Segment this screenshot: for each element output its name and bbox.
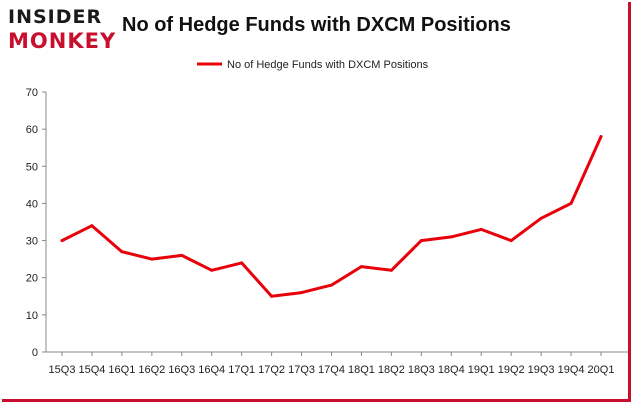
data-point: [479, 227, 483, 231]
chart-frame: [2, 2, 631, 402]
data-point: [120, 250, 124, 254]
y-tick-label: 0: [32, 347, 38, 359]
x-tick-label: 19Q4: [558, 364, 585, 376]
data-point: [419, 239, 423, 243]
data-point: [300, 291, 304, 295]
y-tick-label: 70: [26, 87, 38, 99]
y-tick-label: 60: [26, 124, 38, 136]
x-tick-label: 18Q3: [408, 364, 435, 376]
chart-title: No of Hedge Funds with DXCM Positions: [122, 14, 511, 36]
x-tick-label: 16Q1: [108, 364, 135, 376]
logo-text-top: INSIDER: [8, 6, 103, 28]
legend: No of Hedge Funds with DXCM Positions: [197, 59, 429, 71]
plot-area: [60, 135, 603, 298]
x-tick-label: 18Q1: [348, 364, 375, 376]
x-tick-label: 19Q1: [468, 364, 495, 376]
x-tick-label: 17Q2: [258, 364, 285, 376]
data-point: [539, 216, 543, 220]
x-tick-label: 15Q4: [78, 364, 105, 376]
x-tick-label: 16Q4: [198, 364, 225, 376]
x-tick-label: 15Q3: [49, 364, 76, 376]
data-point: [180, 253, 184, 257]
y-axis: 0 10 20 30 40 50 60 70: [26, 87, 47, 359]
data-point: [330, 283, 333, 287]
x-tick-label: 16Q2: [138, 364, 165, 376]
x-tick-label: 17Q1: [228, 364, 255, 376]
x-tick-label: 19Q3: [528, 364, 555, 376]
x-tick-label: 18Q4: [438, 364, 465, 376]
data-point: [210, 268, 214, 272]
y-tick-label: 40: [26, 198, 38, 210]
y-tick-label: 30: [26, 236, 38, 248]
data-point: [359, 265, 363, 269]
data-point: [599, 135, 603, 139]
x-tick-label: 19Q2: [498, 364, 525, 376]
logo-text-bottom: MONKEY: [8, 29, 117, 53]
y-tick-label: 50: [26, 161, 38, 173]
data-point: [449, 235, 453, 239]
x-tick-label: 17Q3: [288, 364, 315, 376]
insider-monkey-logo: INSIDER MONKEY: [8, 6, 118, 56]
data-point: [270, 294, 274, 298]
data-point: [389, 268, 393, 272]
data-point: [240, 261, 244, 265]
series-line: [60, 135, 603, 298]
y-tick-label: 20: [26, 273, 38, 285]
x-tick-label: 16Q3: [168, 364, 195, 376]
data-point: [90, 224, 94, 228]
x-tick-label: 18Q2: [378, 364, 405, 376]
data-point: [150, 257, 154, 261]
x-tick-label: 17Q4: [318, 364, 345, 376]
x-axis: 15Q3 15Q4 16Q1 16Q2 16Q3 16Q4 17Q1 17Q2 17Q3 17Q4…: [46, 351, 628, 376]
data-point: [569, 201, 573, 205]
y-tick-label: 10: [26, 310, 38, 322]
x-tick-label: 20Q1: [588, 364, 615, 376]
data-point: [60, 239, 64, 243]
legend-label: No of Hedge Funds with DXCM Positions: [227, 59, 429, 71]
data-point: [509, 239, 513, 243]
